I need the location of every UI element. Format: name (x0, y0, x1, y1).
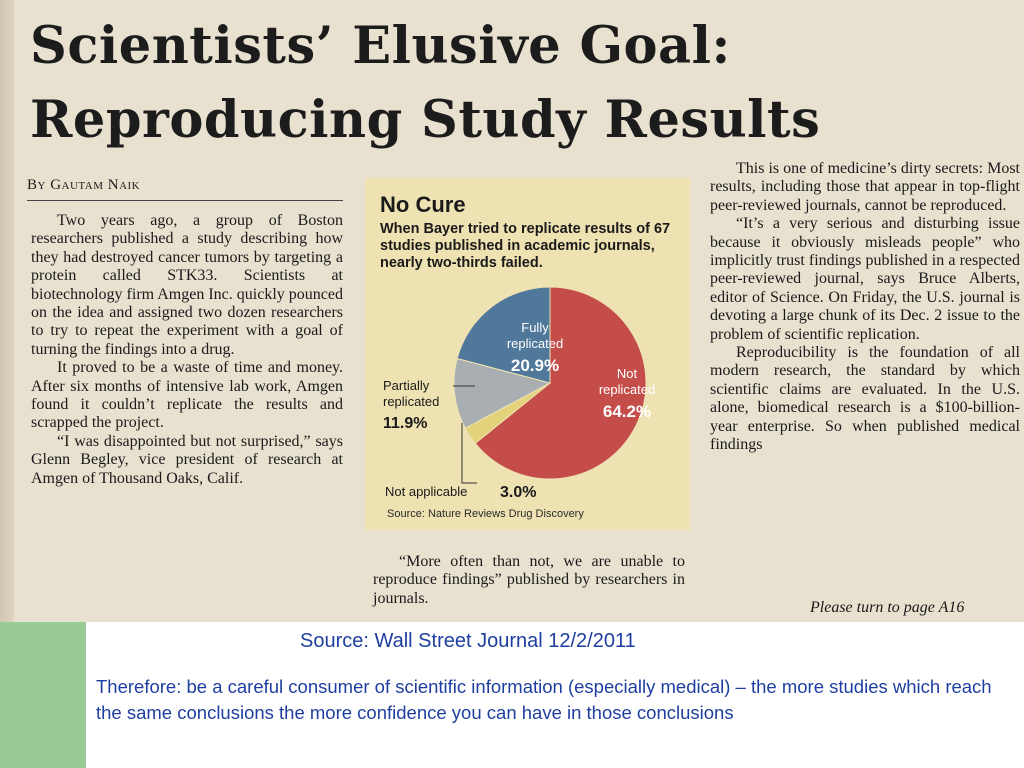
not-replicated-value: 64.2% (603, 402, 651, 421)
not-applicable-label: Not applicable (385, 484, 467, 499)
not-replicated-label-1: Not (617, 366, 638, 381)
source-caption: Source: Wall Street Journal 12/2/2011 (300, 630, 636, 652)
fully-label-2: replicated (507, 336, 563, 351)
clipping-edge (0, 0, 14, 622)
headline-line-1: Scientists’ Elusive Goal: (30, 16, 731, 76)
paragraph: This is one of medicine’s dirty secrets:… (710, 160, 1020, 214)
not-replicated-label-2: replicated (599, 382, 655, 397)
fully-label-1: Fully (521, 320, 549, 335)
leader-line-not-applicable (461, 423, 477, 484)
headline-line-2: Reproducing Study Results (30, 90, 821, 150)
pie-chart: Fully replicated 20.9% Not replicated 64… (383, 286, 655, 501)
pie-slices (453, 286, 647, 480)
article-column-1: Two years ago, a group of Boston researc… (31, 212, 343, 488)
pie-slice-not-replicated (474, 286, 647, 480)
pie-slice-fully-replicated (456, 286, 551, 384)
accent-bar (0, 622, 86, 768)
fully-value: 20.9% (511, 356, 559, 375)
conclusion-text: Therefore: be a careful consumer of scie… (96, 676, 992, 723)
paragraph: It proved to be a waste of time and mone… (31, 359, 343, 432)
partially-label-1: Partially (383, 378, 430, 393)
paragraph: “It’s a very serious and disturbing issu… (710, 215, 1020, 343)
pie-slice-partially-replicated (453, 357, 552, 429)
not-applicable-value: 3.0% (500, 484, 536, 501)
no-cure-graphic: No Cure When Bayer tried to replicate re… (365, 178, 690, 530)
byline: By Gautam Naik (27, 177, 141, 193)
continue-line: Please turn to page A16 (810, 599, 965, 616)
graphic-title: No Cure (380, 192, 466, 217)
article-column-2-quote: “More often than not, we are unable to r… (373, 553, 685, 608)
byline-rule (27, 200, 343, 201)
paragraph: “More often than not, we are unable to r… (373, 553, 685, 607)
paragraph: Two years ago, a group of Boston researc… (31, 212, 343, 358)
partially-value: 11.9% (383, 415, 427, 432)
paragraph: Reproducibility is the foundation of all… (710, 344, 1020, 454)
partially-label-2: replicated (383, 394, 439, 409)
newspaper-clipping: Scientists’ Elusive Goal: Reproducing St… (0, 0, 1024, 622)
graphic-dek: When Bayer tried to replicate results of… (380, 221, 671, 271)
paragraph: “I was disappointed but not surprised,” … (31, 432, 343, 487)
article-column-3: This is one of medicine’s dirty secrets:… (710, 160, 1020, 455)
graphic-source: Source: Nature Reviews Drug Discovery (387, 508, 584, 520)
